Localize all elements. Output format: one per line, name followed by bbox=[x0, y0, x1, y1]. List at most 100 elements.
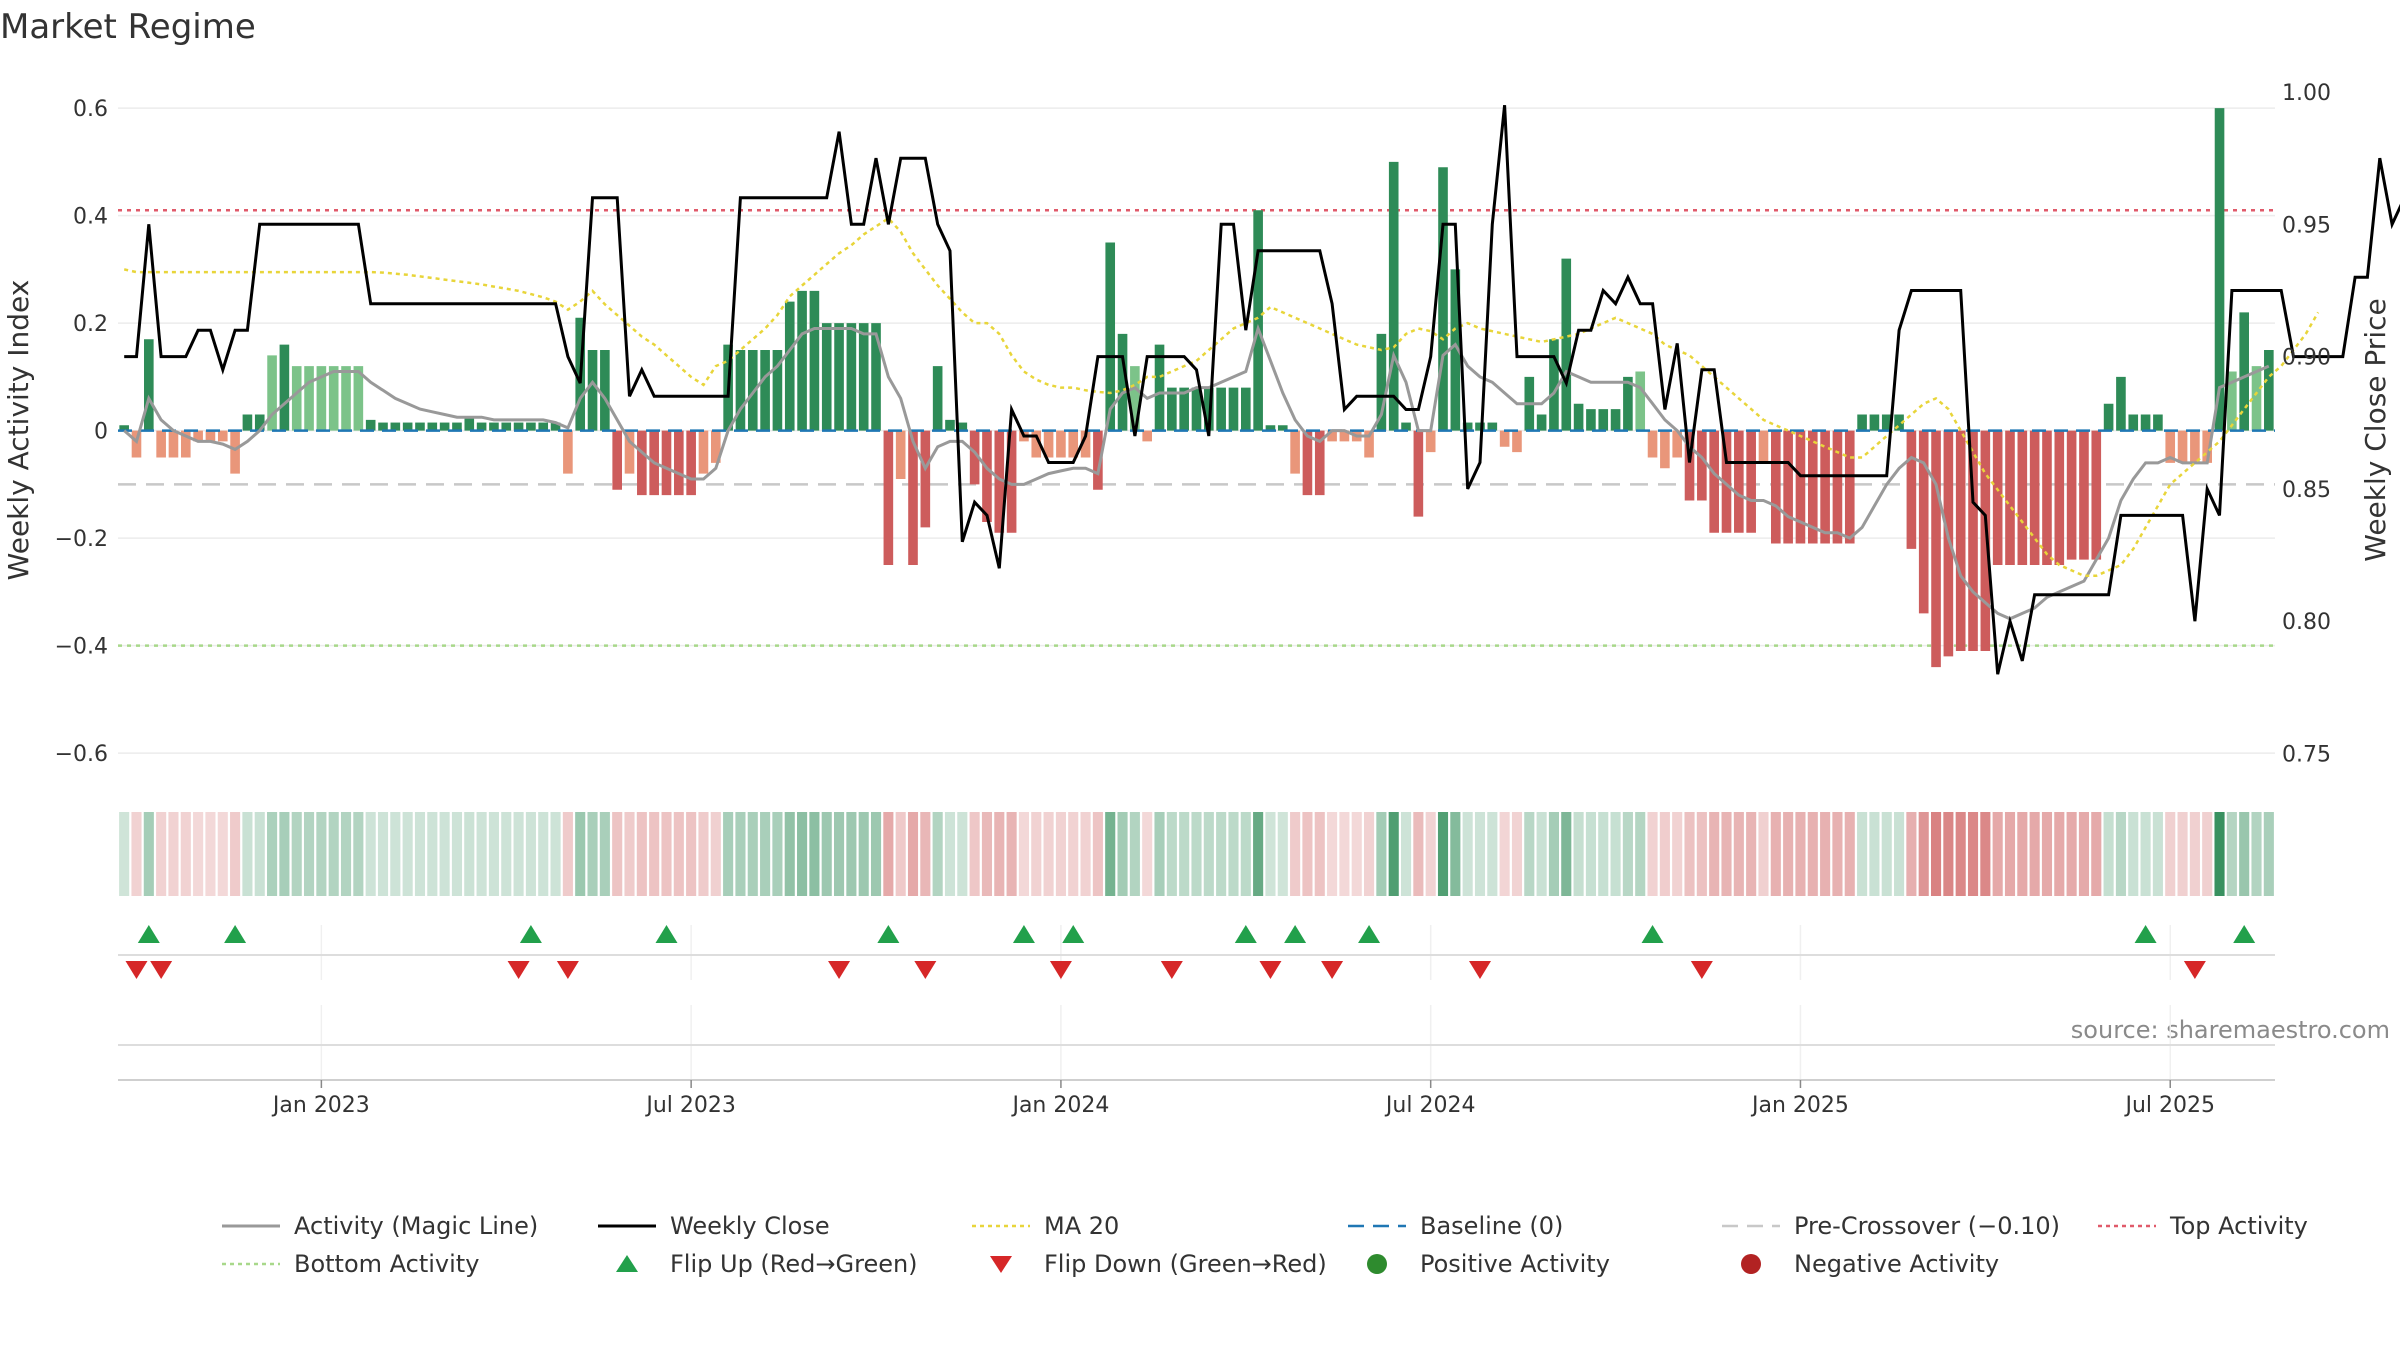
activity-bar bbox=[279, 344, 290, 431]
activity-bar bbox=[1771, 430, 1781, 544]
activity-bar bbox=[1179, 387, 1189, 431]
activity-bar bbox=[1623, 376, 1633, 431]
regime-cell bbox=[119, 812, 130, 896]
activity-bar bbox=[1105, 242, 1116, 431]
activity-bar bbox=[846, 323, 857, 431]
regime-cell bbox=[1216, 812, 1227, 896]
x-tick-label: Jul 2023 bbox=[644, 1093, 736, 1118]
regime-cell bbox=[2017, 812, 2028, 896]
legend-layer: Activity (Magic Line) Weekly Close MA 20 Ba… bbox=[222, 1212, 2308, 1278]
activity-bar bbox=[1549, 339, 1559, 431]
regime-cell bbox=[2128, 812, 2139, 896]
activity-bar bbox=[969, 430, 980, 485]
regime-cell bbox=[538, 812, 549, 896]
regime-cell bbox=[1733, 812, 1744, 896]
legend-label: Flip Up (Red→Green) bbox=[670, 1250, 918, 1278]
activity-bar bbox=[1894, 414, 1904, 431]
activity-bar bbox=[144, 339, 154, 431]
activity-bar bbox=[2153, 414, 2163, 431]
activity-bar bbox=[994, 430, 1005, 533]
activity-bar bbox=[600, 350, 610, 431]
regime-cell bbox=[1598, 812, 1609, 896]
regime-cell bbox=[427, 812, 438, 896]
activity-bar bbox=[957, 422, 968, 431]
regime-cell bbox=[488, 812, 499, 896]
flip-down-marker bbox=[1259, 961, 1282, 979]
activity-bar bbox=[1388, 161, 1399, 431]
regime-cell bbox=[1832, 812, 1843, 896]
activity-bar bbox=[1709, 430, 1719, 533]
regime-strip-layer bbox=[119, 812, 2274, 896]
regime-cell bbox=[1869, 812, 1880, 896]
regime-cell bbox=[1499, 812, 1510, 896]
regime-cell bbox=[1179, 812, 1190, 896]
activity-bar bbox=[131, 430, 142, 458]
y2-tick-label: 0.90 bbox=[2282, 346, 2331, 371]
regime-cell bbox=[2251, 812, 2262, 896]
regime-cell bbox=[1006, 812, 1017, 896]
regime-cell bbox=[1253, 812, 1264, 896]
regime-cell bbox=[2140, 812, 2151, 896]
activity-bar bbox=[1499, 430, 1510, 447]
activity-bar bbox=[1154, 344, 1165, 431]
flip-up-marker bbox=[224, 925, 247, 943]
activity-bar bbox=[797, 290, 807, 431]
regime-cell bbox=[624, 812, 635, 896]
regime-cell bbox=[575, 812, 586, 896]
flip-down-marker bbox=[1468, 961, 1491, 979]
activity-bar bbox=[2239, 312, 2249, 431]
regime-cell bbox=[402, 812, 413, 896]
regime-cell bbox=[1154, 812, 1165, 896]
regime-cell bbox=[994, 812, 1005, 896]
activity-bar bbox=[353, 366, 364, 431]
regime-cell bbox=[2103, 812, 2114, 896]
regime-cell bbox=[156, 812, 167, 896]
regime-cell bbox=[1943, 812, 1954, 896]
activity-bar bbox=[2128, 414, 2139, 431]
regime-cell bbox=[686, 812, 697, 896]
regime-cell bbox=[1992, 812, 2003, 896]
regime-cell bbox=[1709, 812, 1720, 896]
activity-bar bbox=[2190, 430, 2200, 463]
regime-cell bbox=[944, 812, 956, 896]
regime-cell bbox=[316, 812, 327, 896]
y2-tick-label: 0.80 bbox=[2282, 610, 2331, 635]
regime-cell bbox=[180, 812, 191, 896]
activity-bar bbox=[1746, 430, 1756, 533]
regime-cell bbox=[1610, 812, 1621, 896]
activity-bar bbox=[1253, 210, 1263, 431]
activity-bar bbox=[1931, 430, 1941, 668]
legend-item: Negative Activity bbox=[1741, 1250, 1999, 1278]
regime-cell bbox=[747, 812, 758, 896]
activity-bar bbox=[2165, 430, 2176, 463]
activity-bar bbox=[513, 422, 524, 431]
regime-cell bbox=[1327, 812, 1338, 896]
activity-bar bbox=[1475, 422, 1485, 431]
regime-cell bbox=[2029, 812, 2040, 896]
regime-cell bbox=[981, 812, 993, 896]
activity-bar bbox=[1660, 430, 1670, 469]
activity-bar bbox=[624, 430, 635, 474]
regime-cell bbox=[2239, 812, 2250, 896]
flip-up-marker bbox=[1234, 925, 1257, 943]
legend-swatch bbox=[1741, 1254, 1761, 1274]
regime-cell bbox=[1980, 812, 1991, 896]
legend-item: Bottom Activity bbox=[222, 1250, 479, 1278]
regime-cell bbox=[2165, 812, 2176, 896]
activity-bar bbox=[1721, 430, 1732, 533]
legend-item: Top Activity bbox=[2098, 1212, 2308, 1240]
y-axis-label: Weekly Activity Index bbox=[2, 280, 35, 581]
regime-cell bbox=[2152, 812, 2163, 896]
regime-cell bbox=[1129, 812, 1140, 896]
activity-bar bbox=[2091, 430, 2102, 560]
regime-cell bbox=[1548, 812, 1559, 896]
activity-bar bbox=[1598, 409, 1609, 431]
flip-markers-layer bbox=[125, 925, 2256, 979]
legend-swatch bbox=[990, 1256, 1012, 1273]
activity-bar bbox=[217, 430, 228, 442]
regime-cell bbox=[1339, 812, 1350, 896]
activity-bar bbox=[1918, 430, 1929, 614]
activity-bar bbox=[254, 414, 265, 431]
flip-up-marker bbox=[2134, 925, 2157, 943]
activity-bar bbox=[2214, 108, 2225, 431]
